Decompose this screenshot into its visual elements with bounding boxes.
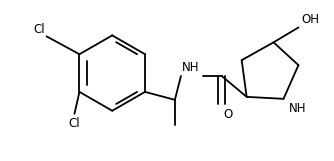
Text: Cl: Cl <box>33 23 45 36</box>
Text: Cl: Cl <box>69 117 80 130</box>
Text: NH: NH <box>289 102 306 115</box>
Text: OH: OH <box>302 13 320 26</box>
Text: O: O <box>223 108 232 121</box>
Text: NH: NH <box>182 61 200 74</box>
